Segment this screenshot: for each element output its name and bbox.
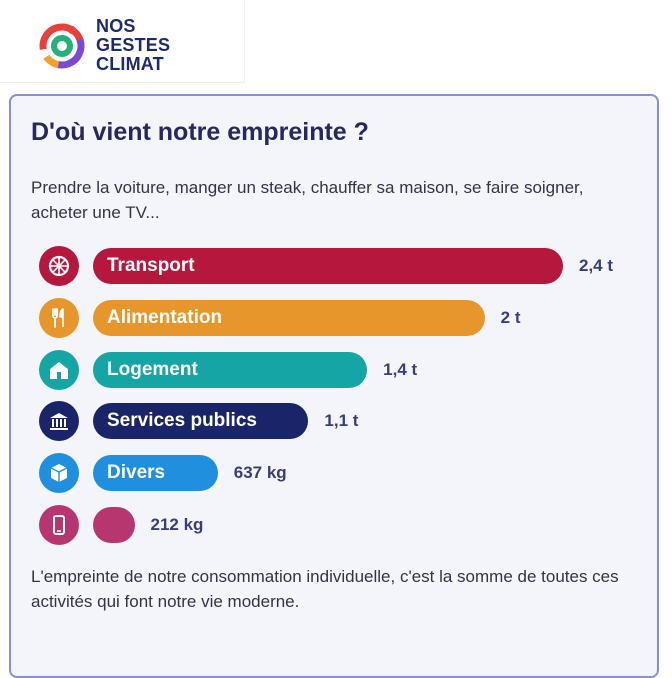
footprint-card: D'où vient notre empreinte ? Prendre la …: [9, 94, 659, 678]
chart-bar[interactable]: Transport: [93, 248, 563, 284]
logo-line: NOS: [96, 16, 136, 36]
box-icon: [39, 453, 79, 494]
wheel-icon: [39, 246, 79, 286]
chart-bar-label: Divers: [107, 462, 166, 484]
bank-icon: [39, 401, 79, 442]
chart-row: Transport 2,4 t: [39, 246, 613, 286]
chart-row: Divers 637 kg: [39, 453, 287, 494]
chart-bar[interactable]: Alimentation: [93, 299, 485, 336]
chart-row: Services publics 1,1 t: [39, 401, 359, 442]
chart-value-label: 212 kg: [150, 515, 204, 534]
chart-row: Alimentation 2 t: [39, 297, 521, 338]
cutlery-icon: [39, 297, 79, 338]
logo-line: CLIMAT: [96, 54, 164, 74]
chart-bar-label: Alimentation: [107, 306, 223, 328]
chart-value-label: 1,4 t: [383, 359, 418, 379]
house-icon: [39, 349, 79, 390]
card-footer-text: L'empreinte de notre consommation indivi…: [31, 567, 619, 611]
chart-value-label: 1,1 t: [324, 411, 359, 431]
chart-bar[interactable]: Services publics: [93, 403, 309, 440]
chart-row: Logement 1,4 t: [39, 349, 418, 390]
site-header: NOS GESTES CLIMAT: [0, 0, 245, 83]
chart-value-label: 2,4 t: [579, 256, 614, 275]
logo-line: GESTES: [96, 35, 171, 55]
chart-bar[interactable]: Logement: [93, 351, 368, 388]
chart-bar-label: Logement: [107, 358, 198, 380]
chart-row: 212 kg: [39, 505, 203, 545]
chart-value-label: 637 kg: [233, 463, 287, 483]
chart-value-label: 2 t: [500, 307, 521, 327]
card-intro: Prendre la voiture, manger un steak, cha…: [31, 178, 584, 222]
logo-icon: [39, 23, 85, 68]
logo[interactable]: NOS GESTES CLIMAT: [36, 17, 170, 74]
chart-bar-label: Services publics: [107, 410, 257, 432]
chart-bar[interactable]: [93, 507, 135, 543]
card-title: D'où vient notre empreinte ?: [31, 118, 369, 146]
phone-icon: [39, 505, 79, 545]
logo-wordmark: NOS GESTES CLIMAT: [96, 17, 170, 74]
chart-bar[interactable]: Divers: [93, 455, 218, 492]
chart-bar-label: Transport: [107, 255, 195, 276]
